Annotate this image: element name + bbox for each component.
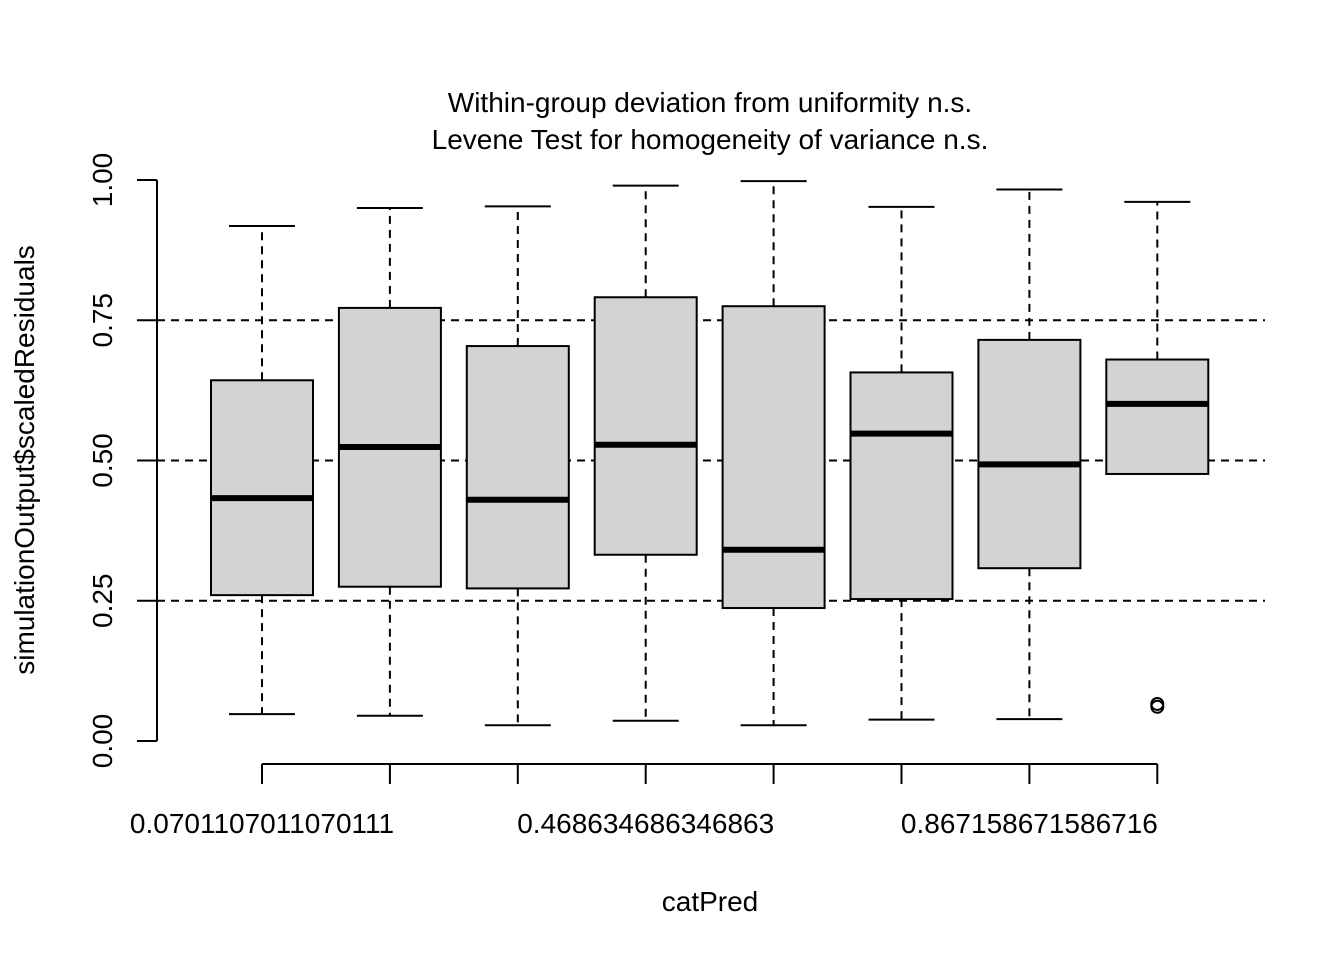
x-tick-label-3: 0.468634686346863 [517,808,774,839]
boxes [210,180,1210,727]
chart-title-line-1: Within-group deviation from uniformity n… [448,87,972,118]
box [210,379,314,597]
box [593,296,698,556]
x-axis: 0.0701107011070111 0.468634686346863 0.867… [130,763,1159,839]
y-tick-label-4: 1.00 [87,153,118,208]
box-group-1 [210,225,314,716]
y-tick-label-0: 0.00 [87,714,118,769]
x-tick-label-6: 0.867158671586716 [901,808,1158,839]
box [849,371,954,601]
box-group-4 [593,184,698,722]
box-group-5 [721,180,826,727]
box-group-7 [977,188,1082,721]
box [465,345,570,590]
y-tick-label-2: 0.50 [87,433,118,488]
x-axis-label: catPred [662,886,759,917]
box [977,338,1082,570]
y-axis: 0.00 0.25 0.50 0.75 1.00 [87,153,158,769]
reference-lines [157,319,1265,602]
box-group-2 [337,207,442,717]
box-group-8 [1105,200,1210,714]
y-tick-label-1: 0.25 [87,574,118,629]
box-group-6 [849,205,954,721]
outlier-point-1 [1150,696,1165,711]
y-tick-label-3: 0.75 [87,293,118,348]
x-tick-label-0: 0.0701107011070111 [130,808,394,839]
box [721,305,826,610]
box-group-3 [465,205,570,727]
y-axis-label: simulationOutput$scaledResiduals [9,245,40,675]
box [1105,358,1210,475]
chart-title-line-2: Levene Test for homogeneity of variance … [432,124,989,155]
